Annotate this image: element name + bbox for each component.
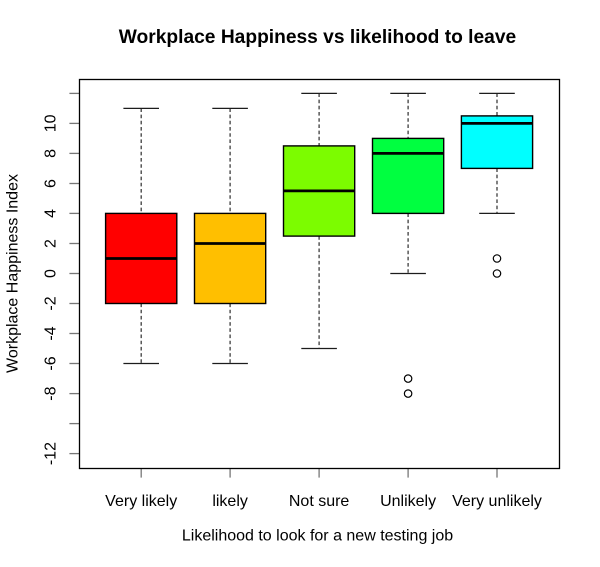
svg-text:10: 10 — [43, 114, 60, 132]
svg-text:Workplace Happiness Index: Workplace Happiness Index — [5, 174, 22, 373]
svg-text:Not sure: Not sure — [289, 493, 350, 510]
svg-text:8: 8 — [43, 149, 60, 158]
svg-text:2: 2 — [43, 239, 60, 248]
svg-text:-6: -6 — [43, 356, 60, 370]
svg-text:Workplace Happiness vs likelih: Workplace Happiness vs likelihood to lea… — [119, 27, 517, 48]
svg-text:Unlikely: Unlikely — [380, 493, 436, 510]
svg-text:likely: likely — [212, 493, 248, 510]
svg-text:Likelihood to look for a new t: Likelihood to look for a new testing job — [182, 528, 453, 545]
svg-text:6: 6 — [43, 179, 60, 188]
svg-text:4: 4 — [43, 209, 60, 218]
svg-text:0: 0 — [43, 269, 60, 278]
svg-text:Very likely: Very likely — [105, 493, 177, 510]
svg-text:-8: -8 — [43, 386, 60, 400]
svg-text:Very unlikely: Very unlikely — [452, 493, 542, 510]
svg-text:-12: -12 — [43, 442, 60, 465]
svg-text:-4: -4 — [43, 326, 60, 340]
svg-text:-2: -2 — [43, 296, 60, 310]
